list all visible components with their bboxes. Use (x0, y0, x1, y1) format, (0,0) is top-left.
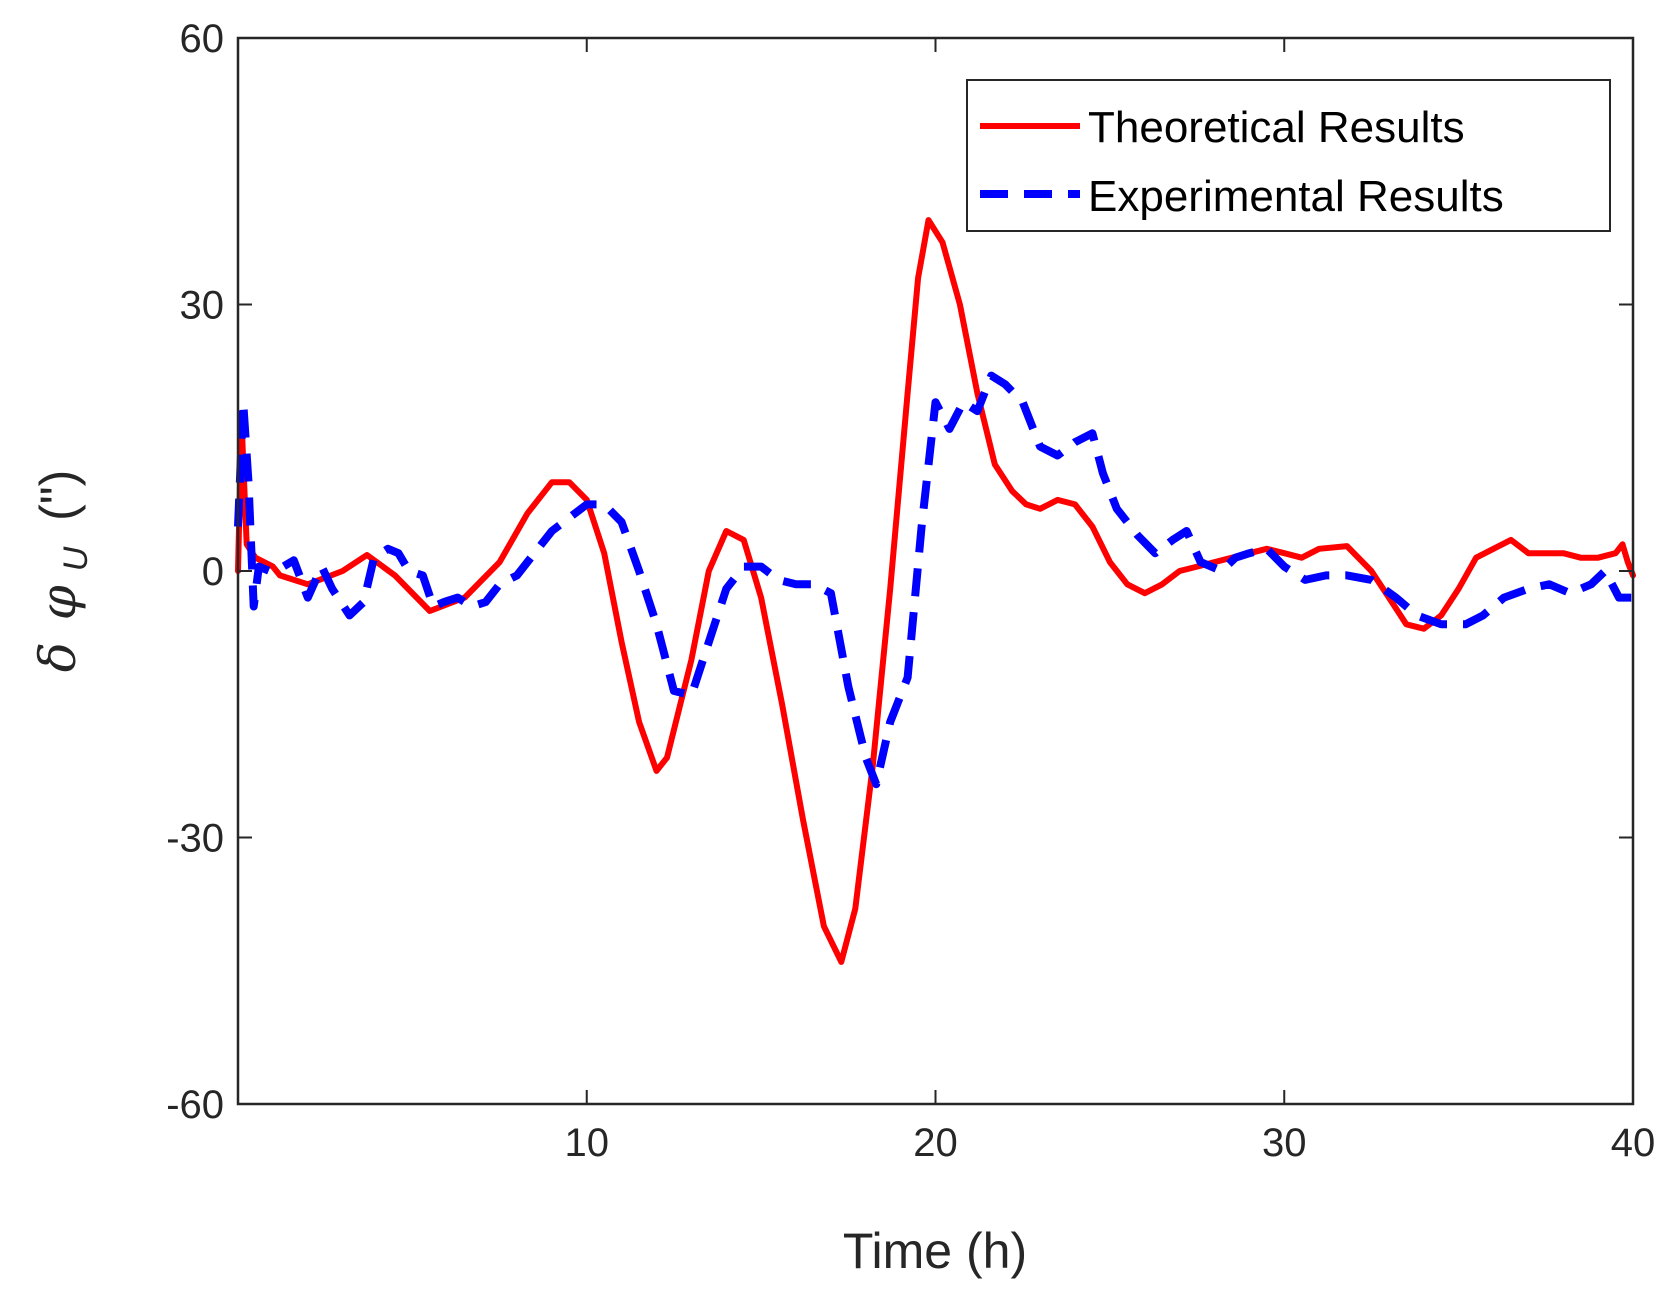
x-tick-label: 30 (1262, 1121, 1307, 1165)
series-layer (234, 217, 1636, 965)
ticks-layer: 10 20 30 40 -60 -30 0 30 60 (166, 17, 1655, 1165)
legend-label-theoretical: Theoretical Results (1088, 103, 1465, 152)
y-tick-label: -60 (166, 1083, 224, 1127)
x-tick-label: 40 (1611, 1121, 1656, 1165)
series-line-experimental (234, 371, 1633, 789)
y-axis-title-unit: (") (30, 470, 86, 521)
series-line-theoretical (235, 217, 1636, 965)
y-tick-label: -30 (166, 817, 224, 861)
legend-label-experimental: Experimental Results (1088, 172, 1504, 221)
y-tick-label: 0 (202, 550, 224, 594)
legend: Theoretical Results Experimental Results (966, 79, 1611, 232)
legend-box (966, 79, 1611, 232)
y-tick-label: 60 (180, 17, 225, 61)
y-axis-title-subscript: U (57, 546, 95, 571)
y-tick-label: 30 (180, 284, 225, 328)
x-tick-label: 20 (913, 1121, 958, 1165)
y-axis-title-phi: φ (29, 585, 87, 620)
svg-text:δ φ U ("): δ φ U (") (29, 470, 98, 672)
y-axis-title: δ φ U (") (29, 470, 98, 672)
x-tick-label: 10 (565, 1121, 610, 1165)
y-axis-title-delta: δ (29, 642, 87, 672)
x-axis-title: Time (h) (843, 1223, 1027, 1279)
